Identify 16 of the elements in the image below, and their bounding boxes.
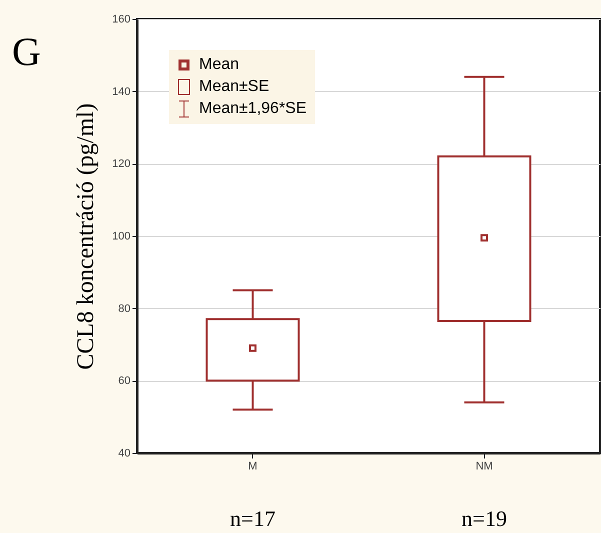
y-tick-label: 100 bbox=[112, 230, 130, 242]
y-tick-label: 140 bbox=[112, 86, 130, 98]
x-tick-label: M bbox=[248, 460, 258, 472]
annotation: Mean±SE bbox=[199, 77, 270, 97]
chart-title: G bbox=[12, 29, 41, 74]
y-tick-label: 40 bbox=[118, 448, 130, 460]
annotation: Mean bbox=[199, 55, 240, 75]
y-tick-label: 60 bbox=[118, 375, 130, 388]
text: n=19 bbox=[462, 506, 507, 531]
y-tick-label: 120 bbox=[112, 158, 130, 170]
text: n=17 bbox=[230, 506, 276, 531]
x-tick-label: NM bbox=[476, 460, 493, 472]
annotation: Mean±1,96*SE bbox=[199, 99, 307, 119]
y-tick-label: 160 bbox=[112, 14, 130, 26]
y-tick-label: 80 bbox=[118, 302, 130, 315]
y-axis-title: CCL8 koncentráció (pg/ml) bbox=[73, 103, 100, 370]
